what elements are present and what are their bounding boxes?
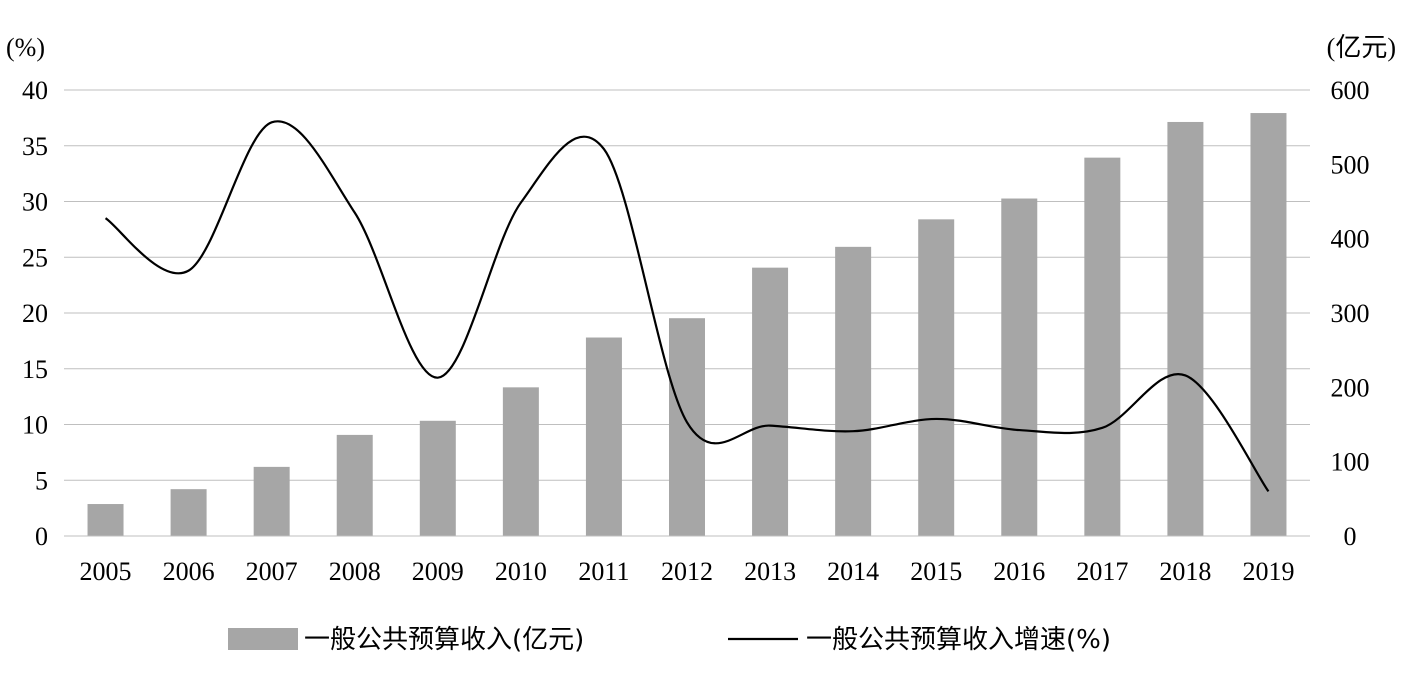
- bar-2009: [419, 420, 456, 536]
- x-axis-tick-label: 2010: [495, 557, 547, 586]
- right-axis-tick-label: 600: [1331, 76, 1370, 105]
- x-axis-tick-label: 2005: [80, 557, 132, 586]
- bar-series: [87, 113, 1287, 537]
- x-axis-tick-label: 2008: [329, 557, 381, 586]
- right-axis-unit: (亿元): [1327, 33, 1396, 62]
- x-axis-tick-label: 2019: [1242, 557, 1294, 586]
- bar-2013: [752, 267, 789, 536]
- line-series: [104, 120, 1270, 493]
- left-axis-tick-label: 10: [22, 411, 48, 440]
- left-axis-tick-label: 20: [22, 299, 48, 328]
- bar-2005: [87, 504, 124, 536]
- right-axis-tick-label: 400: [1331, 225, 1370, 254]
- bar-2017: [1084, 157, 1121, 537]
- bar-2015: [918, 219, 955, 536]
- bar-2007: [253, 466, 290, 536]
- bar-2014: [835, 246, 872, 537]
- left-axis-tick-label: 5: [35, 466, 48, 495]
- x-axis-tick-label: 2007: [246, 557, 298, 586]
- bar-2008: [336, 434, 373, 536]
- right-axis-tick-label: 100: [1331, 448, 1370, 477]
- bar-2012: [669, 318, 705, 536]
- x-axis-tick-label: 2015: [910, 557, 962, 586]
- growth-rate-line: [104, 120, 1270, 493]
- left-axis-tick-label: 30: [22, 188, 48, 217]
- left-axis-tick-label: 35: [22, 132, 48, 161]
- x-axis-tick-label: 2013: [744, 557, 796, 586]
- right-axis-tick-label: 200: [1331, 373, 1370, 402]
- bar-2018: [1167, 121, 1204, 537]
- legend-label-bar: 一般公共预算收入(亿元): [304, 625, 584, 655]
- x-axis-tick-label: 2016: [993, 557, 1045, 586]
- x-axis-tick-label: 2018: [1159, 557, 1211, 586]
- bar-2006: [170, 489, 207, 536]
- bar-2010: [502, 387, 539, 536]
- bar-2011: [585, 337, 622, 536]
- left-axis-unit: (%): [6, 33, 45, 62]
- right-axis-tick-label: 500: [1331, 150, 1370, 179]
- legend: 一般公共预算收入(亿元) 一般公共预算收入增速(%): [228, 625, 1111, 655]
- right-axis-tick-label: 300: [1331, 299, 1370, 328]
- right-axis-tick-label: 0: [1344, 522, 1357, 551]
- x-axis-tick-label: 2012: [661, 557, 713, 586]
- x-axis-tick-label: 2011: [578, 557, 629, 586]
- left-axis-tick-label: 40: [22, 76, 48, 105]
- legend-label-line: 一般公共预算收入增速(%): [806, 625, 1111, 655]
- left-axis-tick-label: 15: [22, 355, 48, 384]
- x-axis-tick-label: 2014: [827, 557, 879, 586]
- legend-swatch-bar: [228, 628, 298, 650]
- left-axis-tick-label: 0: [35, 522, 48, 551]
- x-axis-tick-label: 2009: [412, 557, 464, 586]
- bar-2019: [1250, 113, 1287, 536]
- bar-2016: [1001, 198, 1038, 536]
- left-axis-tick-label: 25: [22, 243, 48, 272]
- x-axis-tick-label: 2017: [1076, 557, 1128, 586]
- x-axis-tick-label: 2006: [163, 557, 215, 586]
